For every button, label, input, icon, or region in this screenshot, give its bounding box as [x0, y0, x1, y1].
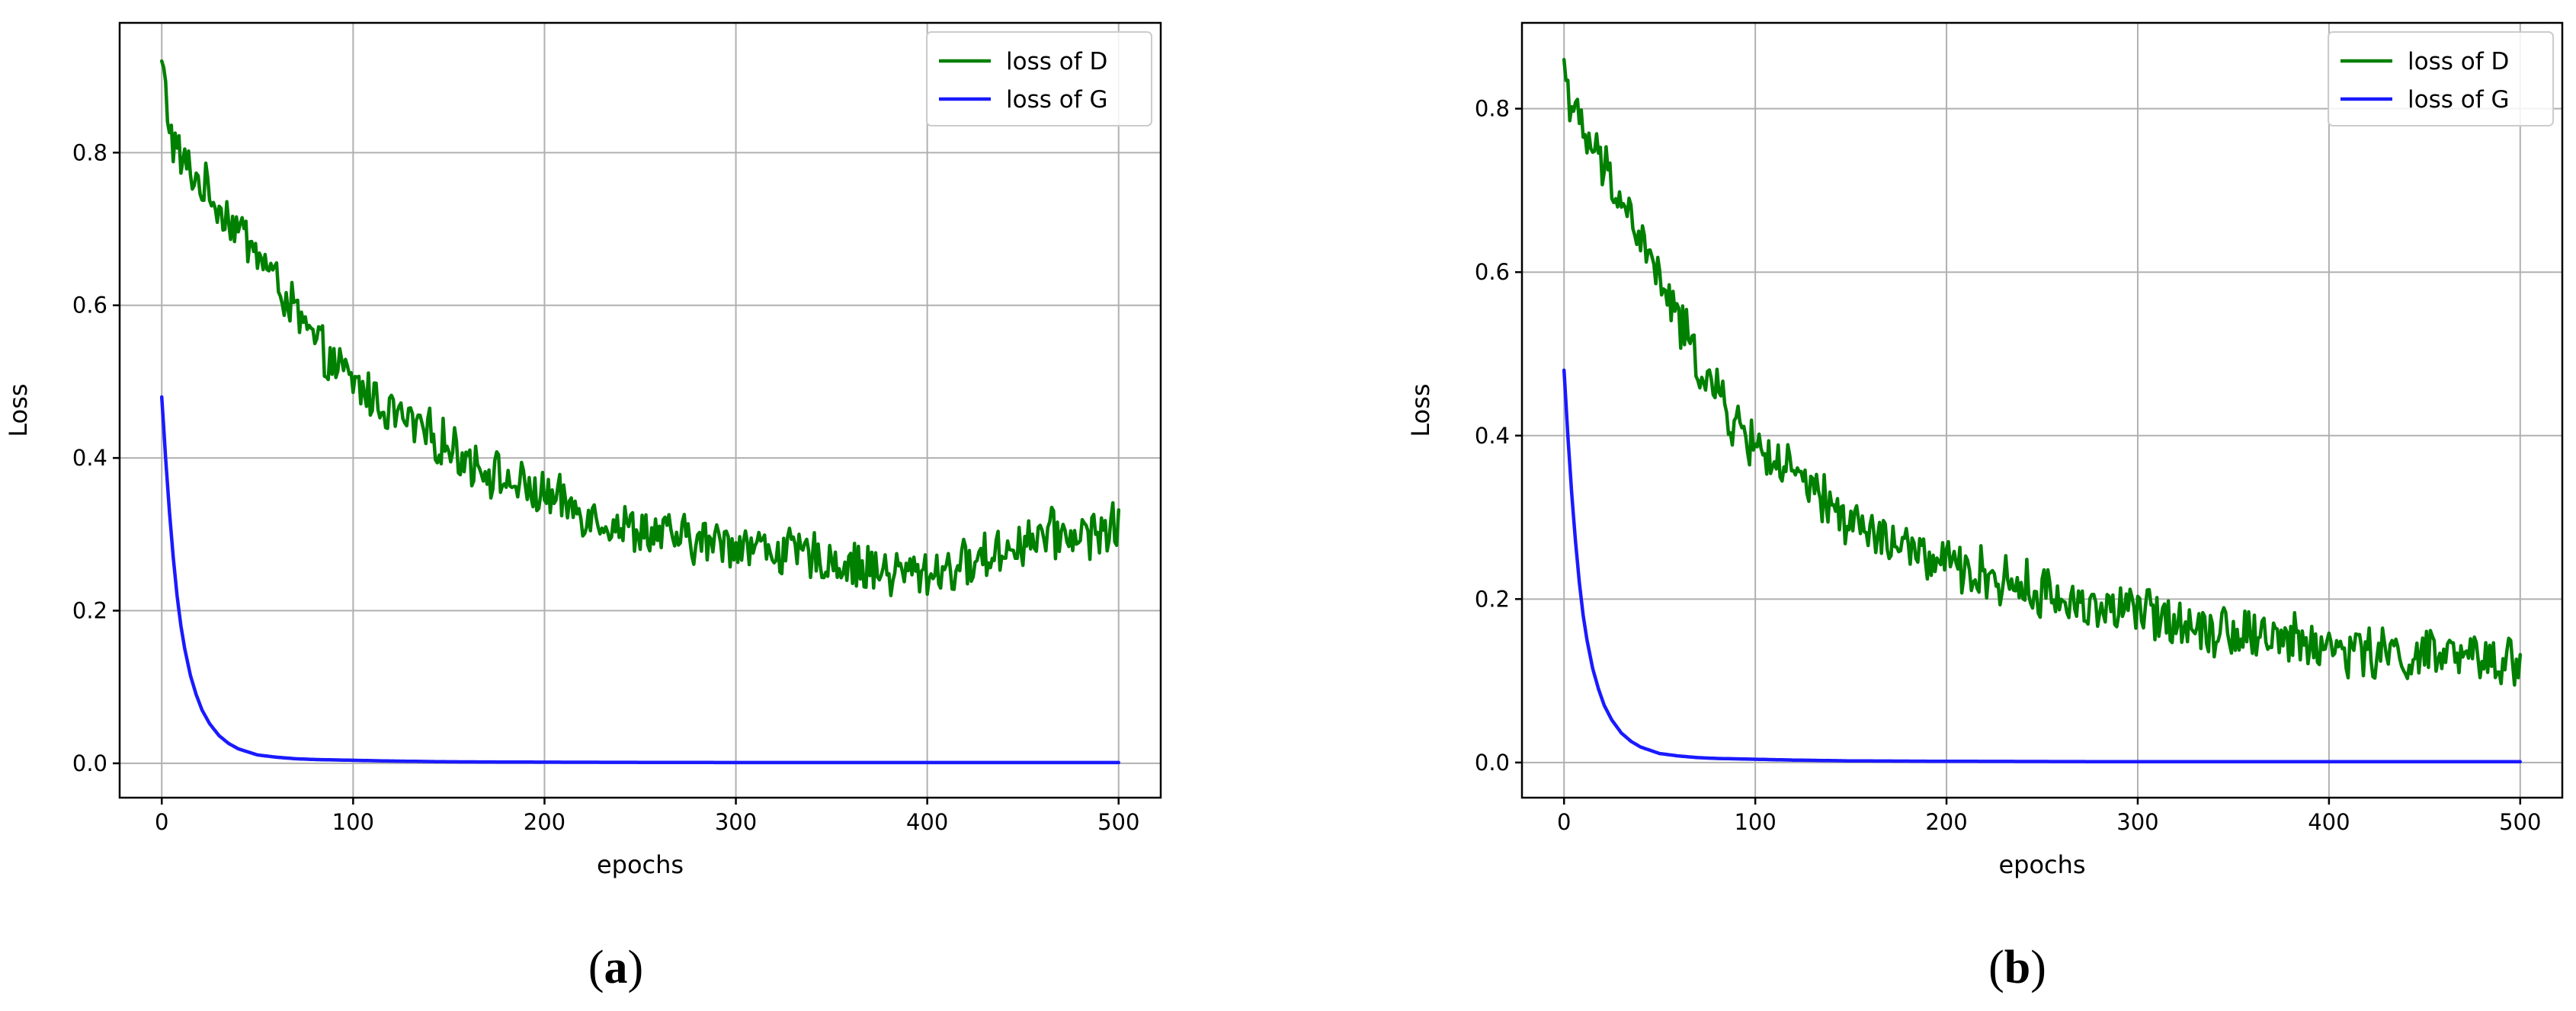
legend: loss of D loss of G [2328, 31, 2554, 126]
y-tick-label: 0.2 [1475, 586, 1510, 612]
legend: loss of D loss of G [926, 31, 1152, 126]
x-tick-label: 0 [1557, 809, 1571, 835]
y-tick-label: 0.6 [1475, 259, 1510, 285]
plot-frame [1520, 21, 2564, 799]
y-tick-label: 0.0 [1475, 750, 1510, 776]
legend-label: loss of G [2408, 86, 2510, 114]
y-tick-label: 0.0 [72, 750, 107, 776]
panel-label: (b) [1988, 942, 2046, 993]
plot-frame [118, 21, 1162, 799]
x-tick-label: 400 [2308, 809, 2350, 835]
x-tick-label: 200 [524, 809, 566, 835]
x-tick-label: 500 [1097, 809, 1139, 835]
chart-panel-a: 0 100 200 300 400 500 0.0 0.2 0.4 0.6 0.8 epochs Los… [4, 21, 1162, 993]
y-tick-label: 0.4 [1475, 423, 1510, 449]
x-tick-label: 300 [2116, 809, 2158, 835]
y-axis-label: Loss [4, 383, 33, 437]
legend-box [926, 31, 1152, 126]
y-tick-label: 0.2 [72, 598, 107, 624]
x-axis-label: epochs [597, 850, 684, 879]
x-axis-label: epochs [1998, 850, 2085, 879]
series-line-loss-of-g [159, 395, 1121, 765]
x-tick-label: 100 [1734, 809, 1776, 835]
y-tick-label: 0.8 [1475, 96, 1510, 122]
y-tick-label: 0.6 [72, 293, 107, 318]
legend-label: loss of G [1006, 86, 1108, 114]
series-line-loss-of-g [1562, 368, 2523, 764]
x-tick-label: 200 [1925, 809, 1967, 835]
chart-panel-b: 0 100 200 300 400 500 0.0 0.2 0.4 0.6 0.8 epochs Los… [1406, 21, 2564, 993]
x-tick-label: 300 [715, 809, 757, 835]
x-tick-label: 400 [906, 809, 948, 835]
legend-box [2328, 31, 2554, 126]
y-axis-label: Loss [1406, 383, 1435, 437]
x-tick-label: 500 [2499, 809, 2541, 835]
y-tick-label: 0.4 [72, 445, 107, 471]
legend-label: loss of D [1006, 48, 1107, 75]
x-tick-label: 100 [332, 809, 374, 835]
series-line-loss-of-d [159, 59, 1121, 597]
panel-label: (a) [588, 942, 643, 993]
legend-label: loss of D [2408, 48, 2509, 75]
series-line-loss-of-d [1562, 58, 2523, 687]
y-tick-label: 0.8 [72, 139, 107, 165]
x-tick-label: 0 [155, 809, 168, 835]
